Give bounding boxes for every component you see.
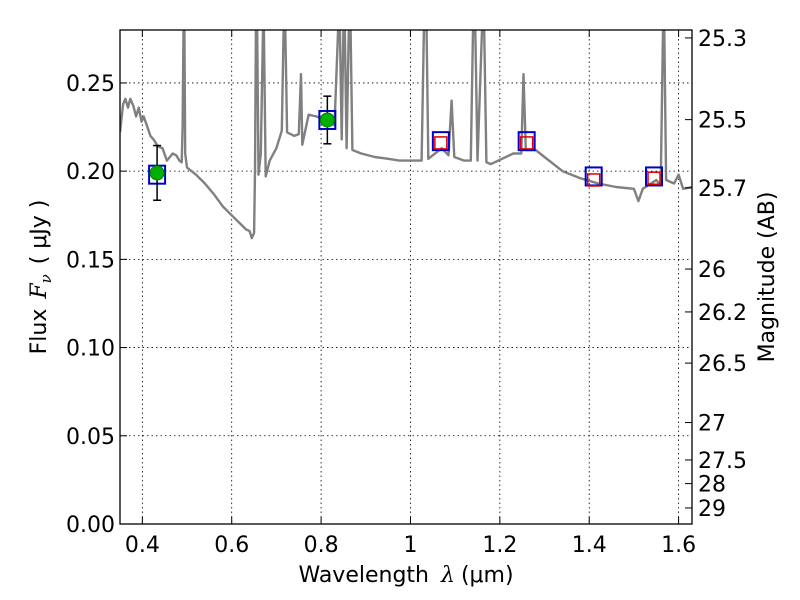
right-tick-label: 25.5 bbox=[698, 109, 747, 134]
right-tick-label: 28 bbox=[698, 473, 726, 498]
y-tick-label: 0.15 bbox=[66, 248, 115, 273]
y-tick-label: 0.10 bbox=[66, 337, 115, 362]
model-square-large bbox=[431, 131, 450, 152]
sed-line bbox=[120, 30, 692, 240]
x-tick-label: 0.8 bbox=[304, 533, 339, 558]
y-axis-label: FluxFν( μJy ) bbox=[27, 200, 55, 355]
right-tick-label: 26 bbox=[698, 258, 726, 283]
model-sed-layer bbox=[120, 30, 692, 240]
x-tick-label: 1.2 bbox=[482, 533, 517, 558]
model-square-large bbox=[645, 166, 664, 187]
right-axis-label: Magnitude (AB) bbox=[755, 192, 780, 363]
tick-labels: 0.4 0.6 0.8 1 1.2 1.4 1.6 0.00 0.05 0.10 0.15 0.20 0… bbox=[66, 27, 747, 558]
x-tick-label: 1.4 bbox=[572, 533, 607, 558]
model-square-large bbox=[517, 131, 536, 152]
observed-point bbox=[319, 112, 335, 128]
y-tick-label: 0.05 bbox=[66, 425, 115, 450]
right-tick-label: 25.3 bbox=[698, 27, 747, 52]
markers-layer bbox=[148, 95, 664, 202]
x-axis-label: Wavelength λ (μm) bbox=[298, 563, 513, 588]
y-tick-label: 0.00 bbox=[66, 513, 115, 538]
x-tick-label: 0.6 bbox=[214, 533, 249, 558]
plot-frame bbox=[119, 29, 693, 525]
model-square-small bbox=[586, 173, 601, 187]
y-tick-label: 0.25 bbox=[66, 72, 115, 97]
y-tick-label: 0.20 bbox=[66, 160, 115, 185]
right-tick-label: 27 bbox=[698, 412, 726, 437]
right-tick-label: 29 bbox=[698, 497, 726, 522]
model-square-small bbox=[519, 136, 534, 150]
grid bbox=[120, 30, 692, 525]
ticks bbox=[120, 30, 692, 525]
right-tick-label: 25.7 bbox=[698, 177, 747, 202]
model-square-small bbox=[647, 171, 661, 185]
x-tick-label: 1 bbox=[403, 533, 417, 558]
model-square-small bbox=[434, 136, 448, 150]
observed-point bbox=[149, 165, 165, 181]
x-tick-label: 0.4 bbox=[125, 533, 160, 558]
right-tick-label: 27.5 bbox=[698, 449, 747, 474]
right-tick-label: 26.5 bbox=[698, 352, 747, 377]
x-tick-label: 1.6 bbox=[661, 533, 696, 558]
right-tick-label: 26.2 bbox=[698, 301, 747, 326]
